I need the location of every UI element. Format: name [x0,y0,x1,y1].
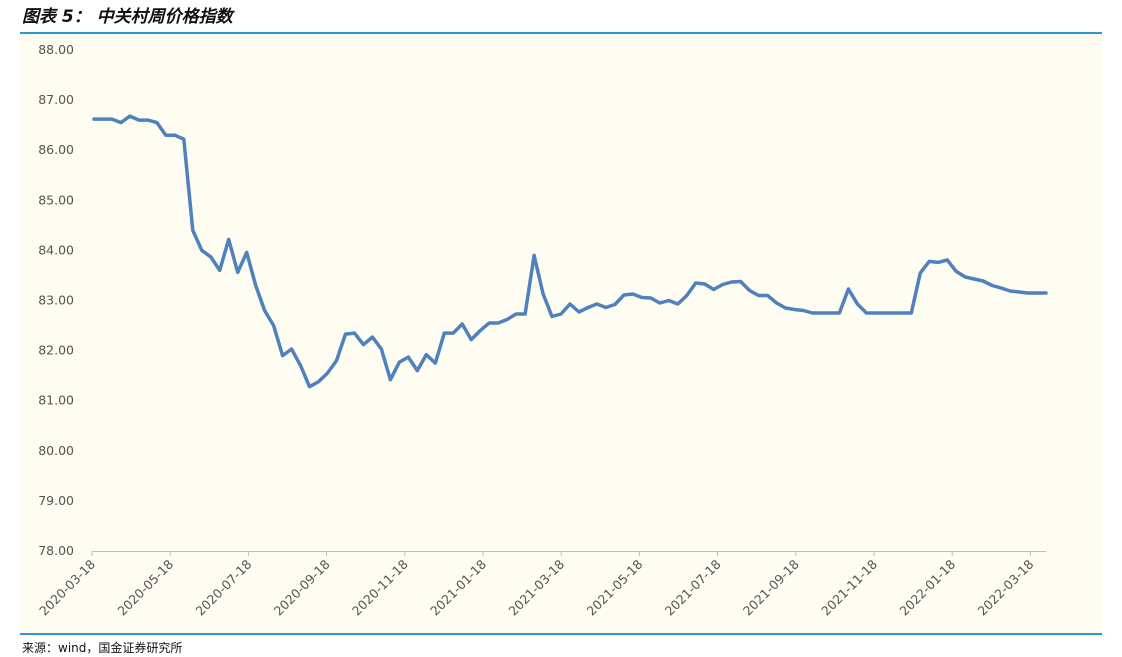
x-tick-label: 2021-07-18 [662,556,724,618]
x-tick-label: 2020-09-18 [271,556,333,618]
y-tick-label: 86.00 [38,142,74,157]
y-tick-label: 88.00 [38,42,74,57]
x-tick-label: 2020-07-18 [193,556,255,618]
y-tick-label: 79.00 [38,493,74,508]
y-tick-label: 85.00 [38,192,74,207]
y-tick-label: 80.00 [38,443,74,458]
x-tick-label: 2021-03-18 [505,556,567,618]
top-rule [20,32,1102,34]
x-tick-label: 2022-03-18 [975,556,1037,618]
x-tick-label: 2022-01-18 [896,556,958,618]
x-tick-label: 2020-03-18 [36,556,98,618]
x-tick-label: 2020-11-18 [349,556,411,618]
chart-title: 图表 5： 中关村周价格指数 [22,7,233,27]
y-tick-label: 78.00 [38,543,74,558]
x-tick-label: 2021-01-18 [427,556,489,618]
y-tick-label: 81.00 [38,393,74,408]
x-tick-label: 2021-11-18 [818,556,880,618]
y-tick-label: 82.00 [38,343,74,358]
y-tick-label: 87.00 [38,92,74,107]
bottom-rule [20,633,1102,635]
plot-background [20,34,1102,633]
price-index-line [92,114,1048,389]
y-tick-label: 83.00 [38,293,74,308]
y-tick-label: 84.00 [38,242,74,257]
x-tick-label: 2021-09-18 [740,556,802,618]
x-tick-label: 2021-05-18 [584,556,646,618]
source-note: 来源：wind，国金证券研究所 [22,641,183,655]
x-axis-ticks [91,551,1031,556]
x-axis-labels: 2020-03-18 2020-05-18 2020-07-18 2020-09-18… [36,556,1036,618]
y-axis-labels: 78.00 79.00 80.00 81.00 82.00 83.00 84.00 85.00… [38,42,74,558]
x-tick-label: 2020-05-18 [114,556,176,618]
